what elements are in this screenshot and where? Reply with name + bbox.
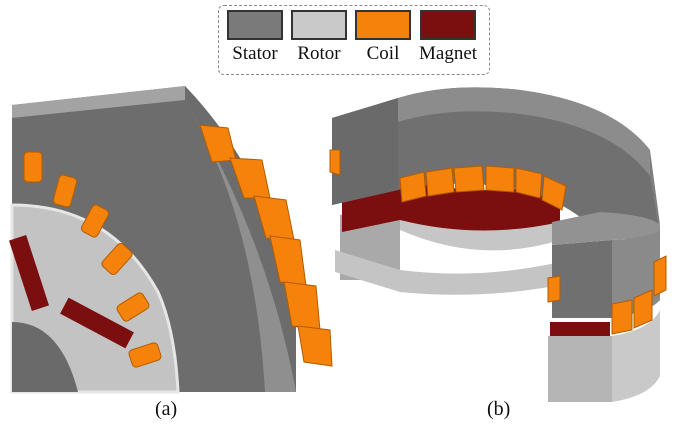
caption-b: (b)	[487, 398, 510, 421]
coil-slot	[24, 152, 42, 182]
coil-end-turn	[654, 256, 666, 296]
coil-end-turn	[330, 150, 340, 175]
coil-end-turn	[612, 300, 632, 334]
stator-right-block-front	[552, 240, 612, 318]
coil-end-turn	[548, 276, 560, 302]
coil-end-turn	[298, 326, 332, 366]
figure-a-quarter-motor	[9, 86, 332, 392]
figure-b-half-motor	[330, 87, 666, 402]
caption-a: (a)	[155, 398, 177, 421]
coil-end-turn	[454, 166, 484, 192]
coil-end-turn	[426, 168, 454, 196]
stator-left-face	[332, 98, 398, 205]
coil-end-turn	[486, 166, 514, 192]
rotor-ring-right	[548, 336, 612, 402]
